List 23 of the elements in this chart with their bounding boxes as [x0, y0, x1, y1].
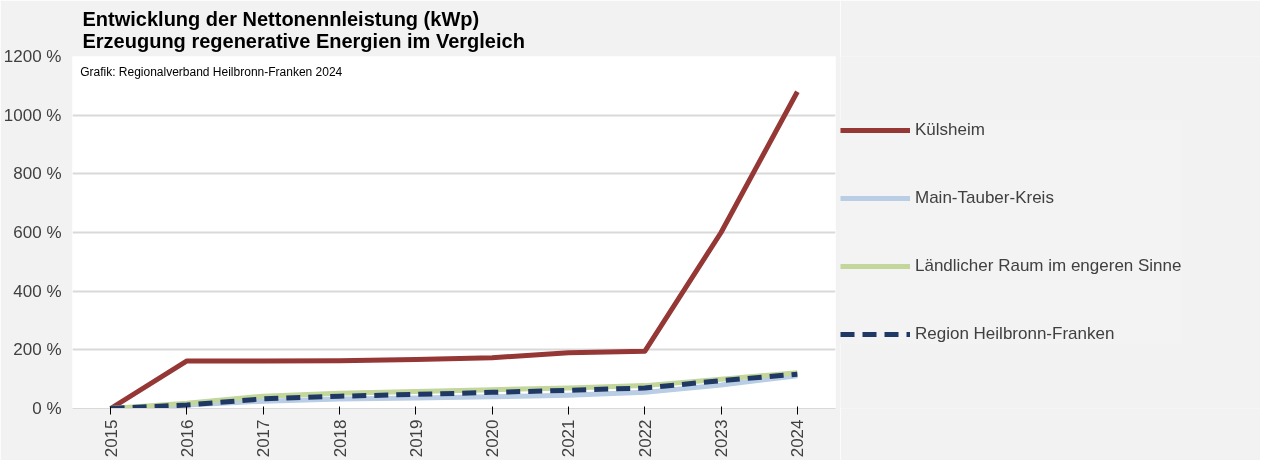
- legend-label: Ländlicher Raum im engeren Sinne: [915, 256, 1182, 276]
- x-tick-label: 2016: [177, 419, 197, 458]
- y-tick-label: 0 %: [32, 399, 62, 418]
- x-tick-label: 2018: [330, 419, 350, 458]
- y-tick-label: 400 %: [13, 281, 62, 301]
- x-tick-label: 2024: [788, 419, 808, 458]
- legend-label: Region Heilbronn-Franken: [915, 324, 1115, 344]
- y-tick-label: 200 %: [13, 340, 62, 360]
- y-tick-label: 600 %: [13, 223, 62, 242]
- legend-label: Külsheim: [915, 120, 985, 140]
- x-tick-label: 2021: [559, 419, 579, 458]
- annotation: Grafik: Regionalverband Heilbronn-Franken 2024: [80, 64, 343, 79]
- y-tick-label: 1200 %: [3, 47, 62, 66]
- x-tick-label: 2017: [254, 419, 274, 458]
- x-tick-label: 2019: [406, 419, 426, 458]
- legend-label: Main-Tauber-Kreis: [915, 188, 1054, 208]
- x-tick-label: 2022: [635, 419, 655, 458]
- y-tick-label: 800 %: [13, 164, 62, 184]
- x-tick-label: 2023: [712, 419, 732, 458]
- chart-title: Entwicklung der Nettonennleistung (kWp) Erzeugung regenerative Energien im Vergleich: [82, 7, 525, 52]
- x-tick-label: 2015: [101, 419, 121, 458]
- y-tick-label: 1000 %: [3, 105, 62, 125]
- x-tick-label: 2020: [483, 419, 503, 458]
